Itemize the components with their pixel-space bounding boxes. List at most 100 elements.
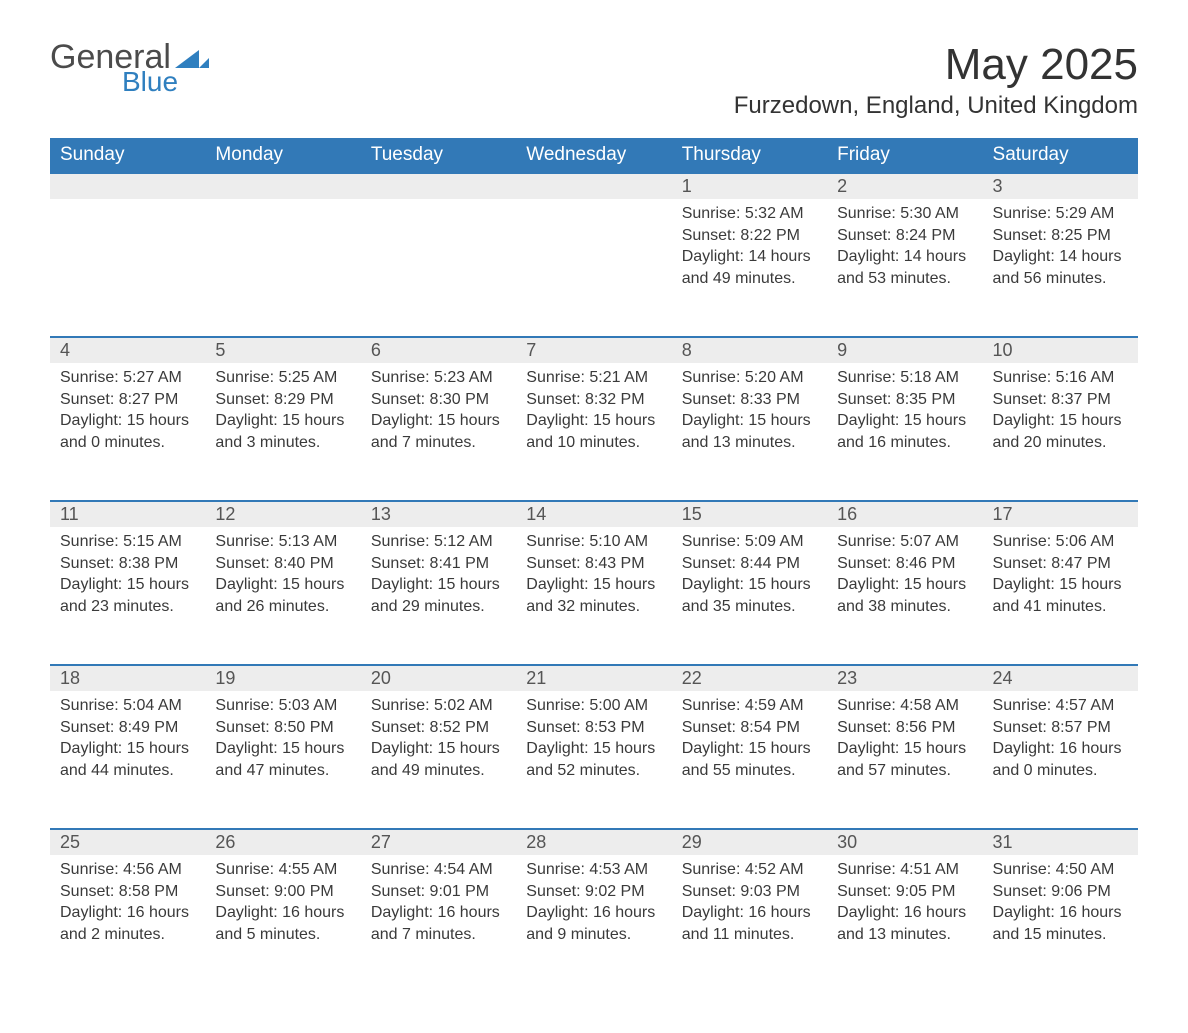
daylight-line: Daylight: 15 hours and 38 minutes. [837, 574, 972, 617]
day-number-cell: 1 [672, 173, 827, 199]
day-cell: Sunrise: 5:21 AMSunset: 8:32 PMDaylight:… [516, 363, 671, 501]
day-number-cell: 21 [516, 665, 671, 691]
calendar-header-row: SundayMondayTuesdayWednesdayThursdayFrid… [50, 138, 1138, 173]
day-number-cell: 26 [205, 829, 360, 855]
logo-text-blue: Blue [122, 68, 209, 96]
sunrise-line: Sunrise: 4:55 AM [215, 859, 350, 881]
sunset-line: Sunset: 8:46 PM [837, 553, 972, 575]
day-cell: Sunrise: 5:12 AMSunset: 8:41 PMDaylight:… [361, 527, 516, 665]
sunrise-line: Sunrise: 4:51 AM [837, 859, 972, 881]
sunrise-line: Sunrise: 4:58 AM [837, 695, 972, 717]
day-number-cell: 2 [827, 173, 982, 199]
day-number-cell [516, 173, 671, 199]
sunrise-line: Sunrise: 4:57 AM [993, 695, 1128, 717]
day-cell: Sunrise: 5:16 AMSunset: 8:37 PMDaylight:… [983, 363, 1138, 501]
day-number-cell: 9 [827, 337, 982, 363]
day-number-cell: 25 [50, 829, 205, 855]
day-content: Sunrise: 5:15 AMSunset: 8:38 PMDaylight:… [50, 527, 205, 627]
sunset-line: Sunset: 8:50 PM [215, 717, 350, 739]
header: General Blue May 2025 Furzedown, England… [50, 40, 1138, 132]
weekday-header: Sunday [50, 138, 205, 173]
daylight-line: Daylight: 14 hours and 49 minutes. [682, 246, 817, 289]
sunset-line: Sunset: 8:58 PM [60, 881, 195, 903]
sunrise-line: Sunrise: 4:54 AM [371, 859, 506, 881]
day-number-cell: 4 [50, 337, 205, 363]
sunrise-line: Sunrise: 4:56 AM [60, 859, 195, 881]
sunset-line: Sunset: 8:41 PM [371, 553, 506, 575]
sunset-line: Sunset: 9:05 PM [837, 881, 972, 903]
day-content: Sunrise: 5:16 AMSunset: 8:37 PMDaylight:… [983, 363, 1138, 463]
day-number-cell: 14 [516, 501, 671, 527]
day-content: Sunrise: 4:56 AMSunset: 8:58 PMDaylight:… [50, 855, 205, 955]
day-cell: Sunrise: 4:50 AMSunset: 9:06 PMDaylight:… [983, 855, 1138, 993]
daylight-line: Daylight: 15 hours and 0 minutes. [60, 410, 195, 453]
logo: General Blue [50, 40, 209, 96]
sunrise-line: Sunrise: 5:32 AM [682, 203, 817, 225]
location-text: Furzedown, England, United Kingdom [734, 92, 1138, 120]
day-content: Sunrise: 4:54 AMSunset: 9:01 PMDaylight:… [361, 855, 516, 955]
sunrise-line: Sunrise: 5:07 AM [837, 531, 972, 553]
day-content: Sunrise: 5:25 AMSunset: 8:29 PMDaylight:… [205, 363, 360, 463]
day-content: Sunrise: 5:03 AMSunset: 8:50 PMDaylight:… [205, 691, 360, 791]
daylight-line: Daylight: 14 hours and 53 minutes. [837, 246, 972, 289]
day-cell: Sunrise: 5:27 AMSunset: 8:27 PMDaylight:… [50, 363, 205, 501]
sunrise-line: Sunrise: 5:30 AM [837, 203, 972, 225]
day-cell: Sunrise: 4:53 AMSunset: 9:02 PMDaylight:… [516, 855, 671, 993]
sunrise-line: Sunrise: 5:02 AM [371, 695, 506, 717]
day-number-cell: 15 [672, 501, 827, 527]
daylight-line: Daylight: 15 hours and 44 minutes. [60, 738, 195, 781]
sunrise-line: Sunrise: 5:09 AM [682, 531, 817, 553]
day-number-cell: 19 [205, 665, 360, 691]
day-content: Sunrise: 5:18 AMSunset: 8:35 PMDaylight:… [827, 363, 982, 463]
day-number-cell: 7 [516, 337, 671, 363]
day-content: Sunrise: 5:09 AMSunset: 8:44 PMDaylight:… [672, 527, 827, 627]
day-content: Sunrise: 4:58 AMSunset: 8:56 PMDaylight:… [827, 691, 982, 791]
day-cell: Sunrise: 5:09 AMSunset: 8:44 PMDaylight:… [672, 527, 827, 665]
daylight-line: Daylight: 15 hours and 23 minutes. [60, 574, 195, 617]
sunset-line: Sunset: 9:02 PM [526, 881, 661, 903]
daylight-line: Daylight: 16 hours and 0 minutes. [993, 738, 1128, 781]
sunrise-line: Sunrise: 5:29 AM [993, 203, 1128, 225]
weekday-header: Thursday [672, 138, 827, 173]
daylight-line: Daylight: 15 hours and 3 minutes. [215, 410, 350, 453]
sunrise-line: Sunrise: 5:12 AM [371, 531, 506, 553]
sunset-line: Sunset: 8:49 PM [60, 717, 195, 739]
day-content: Sunrise: 4:59 AMSunset: 8:54 PMDaylight:… [672, 691, 827, 791]
sunset-line: Sunset: 8:27 PM [60, 389, 195, 411]
day-content: Sunrise: 5:23 AMSunset: 8:30 PMDaylight:… [361, 363, 516, 463]
daylight-line: Daylight: 15 hours and 32 minutes. [526, 574, 661, 617]
day-content: Sunrise: 5:04 AMSunset: 8:49 PMDaylight:… [50, 691, 205, 791]
daylight-line: Daylight: 16 hours and 13 minutes. [837, 902, 972, 945]
day-number-cell: 28 [516, 829, 671, 855]
daylight-line: Daylight: 15 hours and 55 minutes. [682, 738, 817, 781]
day-content: Sunrise: 5:10 AMSunset: 8:43 PMDaylight:… [516, 527, 671, 627]
sunset-line: Sunset: 8:30 PM [371, 389, 506, 411]
weekday-header: Saturday [983, 138, 1138, 173]
day-content: Sunrise: 5:07 AMSunset: 8:46 PMDaylight:… [827, 527, 982, 627]
daylight-line: Daylight: 15 hours and 13 minutes. [682, 410, 817, 453]
day-cell: Sunrise: 5:03 AMSunset: 8:50 PMDaylight:… [205, 691, 360, 829]
day-number-cell: 20 [361, 665, 516, 691]
sunrise-line: Sunrise: 5:23 AM [371, 367, 506, 389]
day-content: Sunrise: 5:02 AMSunset: 8:52 PMDaylight:… [361, 691, 516, 791]
day-number-cell: 29 [672, 829, 827, 855]
daylight-line: Daylight: 16 hours and 11 minutes. [682, 902, 817, 945]
day-number-cell: 27 [361, 829, 516, 855]
day-cell: Sunrise: 4:57 AMSunset: 8:57 PMDaylight:… [983, 691, 1138, 829]
sunset-line: Sunset: 8:54 PM [682, 717, 817, 739]
day-number-cell: 31 [983, 829, 1138, 855]
day-content: Sunrise: 5:21 AMSunset: 8:32 PMDaylight:… [516, 363, 671, 463]
day-cell: Sunrise: 5:32 AMSunset: 8:22 PMDaylight:… [672, 199, 827, 337]
weekday-header: Tuesday [361, 138, 516, 173]
daylight-line: Daylight: 15 hours and 7 minutes. [371, 410, 506, 453]
month-title: May 2025 [734, 40, 1138, 90]
day-content: Sunrise: 4:52 AMSunset: 9:03 PMDaylight:… [672, 855, 827, 955]
day-cell: Sunrise: 5:29 AMSunset: 8:25 PMDaylight:… [983, 199, 1138, 337]
daylight-line: Daylight: 15 hours and 35 minutes. [682, 574, 817, 617]
day-content: Sunrise: 5:20 AMSunset: 8:33 PMDaylight:… [672, 363, 827, 463]
day-number-cell: 17 [983, 501, 1138, 527]
day-number-cell: 8 [672, 337, 827, 363]
day-number-cell: 6 [361, 337, 516, 363]
sunrise-line: Sunrise: 4:50 AM [993, 859, 1128, 881]
daylight-line: Daylight: 16 hours and 7 minutes. [371, 902, 506, 945]
